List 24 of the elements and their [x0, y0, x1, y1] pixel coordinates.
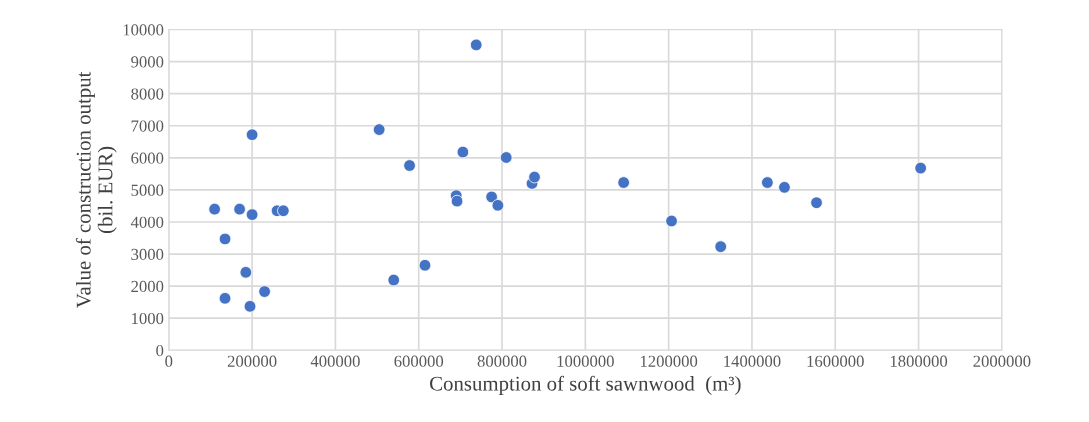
x-tick-label: 1600000: [807, 355, 864, 367]
y-tick-label: 7000: [131, 120, 164, 132]
x-tick-label: 200000: [227, 355, 277, 367]
y-tick-label: 4000: [130, 216, 164, 228]
y-tick-label: 2000: [131, 280, 164, 293]
y-tick-label: 9000: [131, 56, 164, 68]
x-tick-label: 800000: [477, 355, 527, 367]
x-tick-label: 400000: [310, 355, 360, 367]
y-tick-label: 10000: [123, 24, 164, 36]
y-tick-label: 1000: [132, 312, 164, 325]
x-tick-label: 1800000: [890, 355, 948, 367]
x-tick-label: 1200000: [640, 355, 698, 367]
y-tick-label: 6000: [131, 152, 164, 164]
x-tick-label: 1000000: [557, 355, 614, 367]
x-tick-label: 2000000: [973, 355, 1031, 367]
y-tick-label: 8000: [131, 88, 164, 100]
x-axis-title: Consumption of soft sawnwood (m³): [430, 375, 741, 395]
y-tick-label: 0: [156, 344, 164, 357]
x-tick-label: 0: [165, 355, 173, 367]
y-axis-title: Value of construction output (bil. EUR): [75, 71, 117, 308]
y-tick-label: 3000: [131, 248, 164, 260]
y-tick-label: 5000: [131, 184, 164, 196]
x-tick-label: 1400000: [724, 355, 781, 367]
x-tick-label: 600000: [394, 355, 444, 367]
